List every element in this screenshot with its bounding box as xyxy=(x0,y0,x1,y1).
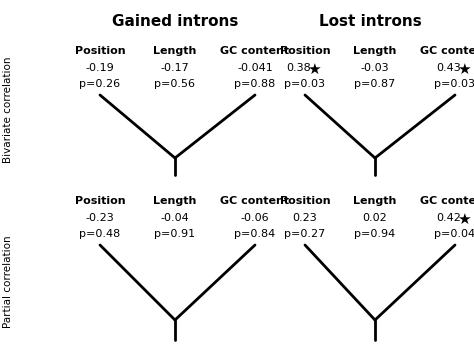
Text: 0.42: 0.42 xyxy=(437,213,461,223)
Text: Position: Position xyxy=(280,46,330,56)
Text: 0.38: 0.38 xyxy=(287,63,311,73)
Text: p=0.56: p=0.56 xyxy=(155,79,195,89)
Text: p=0.84: p=0.84 xyxy=(234,229,275,239)
Text: p=0.88: p=0.88 xyxy=(234,79,275,89)
Text: p=0.48: p=0.48 xyxy=(79,229,120,239)
Text: p=0.26: p=0.26 xyxy=(80,79,120,89)
Text: 0.43: 0.43 xyxy=(437,63,461,73)
Text: GC content: GC content xyxy=(420,46,474,56)
Text: 0.02: 0.02 xyxy=(363,213,387,223)
Text: ★: ★ xyxy=(457,212,471,227)
Text: p=0.87: p=0.87 xyxy=(355,79,396,89)
Text: Position: Position xyxy=(75,46,125,56)
Text: Length: Length xyxy=(353,46,397,56)
Text: Partial correlation: Partial correlation xyxy=(3,236,13,328)
Text: p=0.03: p=0.03 xyxy=(284,79,326,89)
Text: GC content: GC content xyxy=(220,46,290,56)
Text: p=0.94: p=0.94 xyxy=(355,229,396,239)
Text: Gained introns: Gained introns xyxy=(112,14,238,29)
Text: ★: ★ xyxy=(457,62,471,77)
Text: p=0.03: p=0.03 xyxy=(435,79,474,89)
Text: -0.03: -0.03 xyxy=(361,63,389,73)
Text: p=0.04: p=0.04 xyxy=(435,229,474,239)
Text: p=0.91: p=0.91 xyxy=(155,229,196,239)
Text: -0.041: -0.041 xyxy=(237,63,273,73)
Text: 0.23: 0.23 xyxy=(292,213,318,223)
Text: GC content: GC content xyxy=(220,196,290,206)
Text: Position: Position xyxy=(280,196,330,206)
Text: ★: ★ xyxy=(307,62,320,77)
Text: Lost introns: Lost introns xyxy=(319,14,421,29)
Text: -0.19: -0.19 xyxy=(86,63,114,73)
Text: -0.17: -0.17 xyxy=(161,63,190,73)
Text: Position: Position xyxy=(75,196,125,206)
Text: -0.06: -0.06 xyxy=(241,213,269,223)
Text: -0.23: -0.23 xyxy=(86,213,114,223)
Text: -0.04: -0.04 xyxy=(161,213,190,223)
Text: Length: Length xyxy=(353,196,397,206)
Text: Length: Length xyxy=(153,196,197,206)
Text: Length: Length xyxy=(153,46,197,56)
Text: GC content: GC content xyxy=(420,196,474,206)
Text: Bivariate correlation: Bivariate correlation xyxy=(3,57,13,163)
Text: p=0.27: p=0.27 xyxy=(284,229,326,239)
